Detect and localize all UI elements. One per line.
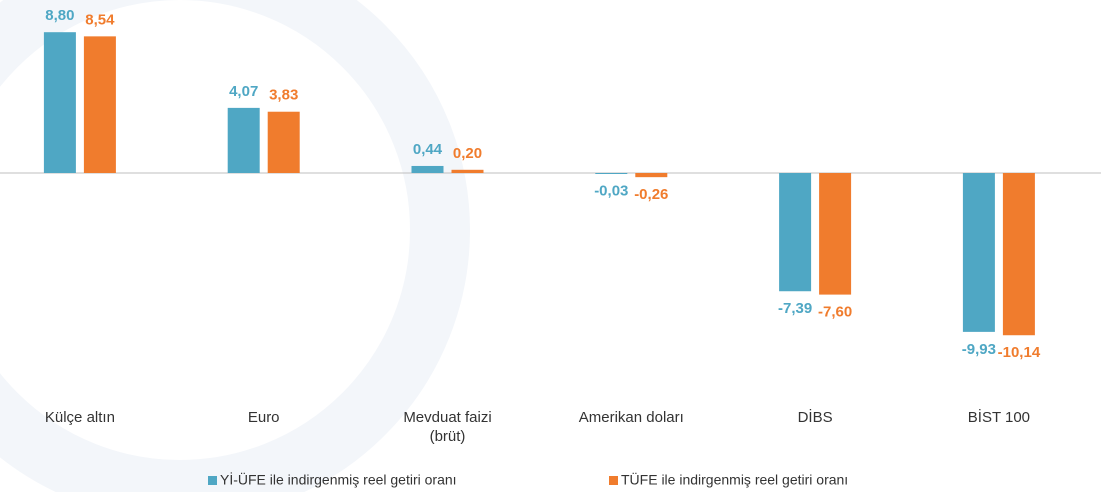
bar — [411, 165, 444, 173]
value-label: -9,93 — [962, 341, 996, 358]
value-label: 4,07 — [229, 83, 258, 100]
bar — [43, 32, 76, 174]
value-label: -7,39 — [778, 300, 812, 317]
value-label: 3,83 — [269, 87, 298, 104]
watermark — [0, 0, 470, 492]
legend-label: Yİ-ÜFE ile indirgenmiş reel getiri oranı — [220, 471, 457, 488]
bar — [635, 173, 668, 178]
legend-swatch — [208, 476, 217, 485]
value-label: 8,80 — [45, 7, 74, 24]
bar — [962, 173, 995, 332]
bar — [451, 169, 484, 173]
x-tick-label: BİST 100 — [968, 408, 1030, 426]
x-tick-label: Mevduat faizi — [403, 409, 491, 426]
value-label: -0,03 — [594, 182, 628, 199]
x-tick-label: Amerikan doları — [579, 409, 684, 426]
x-tick-label: (brüt) — [430, 428, 466, 445]
bar — [1002, 173, 1035, 336]
legend-label: TÜFE ile indirgenmiş reel getiri oranı — [621, 471, 848, 488]
value-label: 0,20 — [453, 145, 482, 162]
x-tick-label: DİBS — [798, 408, 833, 426]
x-tick-label: Euro — [248, 409, 280, 426]
legend-swatch — [609, 476, 618, 485]
value-label: 8,54 — [85, 11, 115, 28]
bar — [267, 111, 300, 173]
value-label: -10,14 — [998, 344, 1041, 361]
value-label: -0,26 — [634, 186, 668, 203]
x-tick-label: Külçe altın — [45, 409, 115, 426]
bar — [595, 173, 628, 174]
bar — [819, 173, 852, 295]
value-label: 0,44 — [413, 141, 443, 158]
bar — [227, 107, 260, 173]
value-label: -7,60 — [818, 304, 852, 321]
bar — [779, 173, 812, 292]
bar — [83, 36, 116, 173]
